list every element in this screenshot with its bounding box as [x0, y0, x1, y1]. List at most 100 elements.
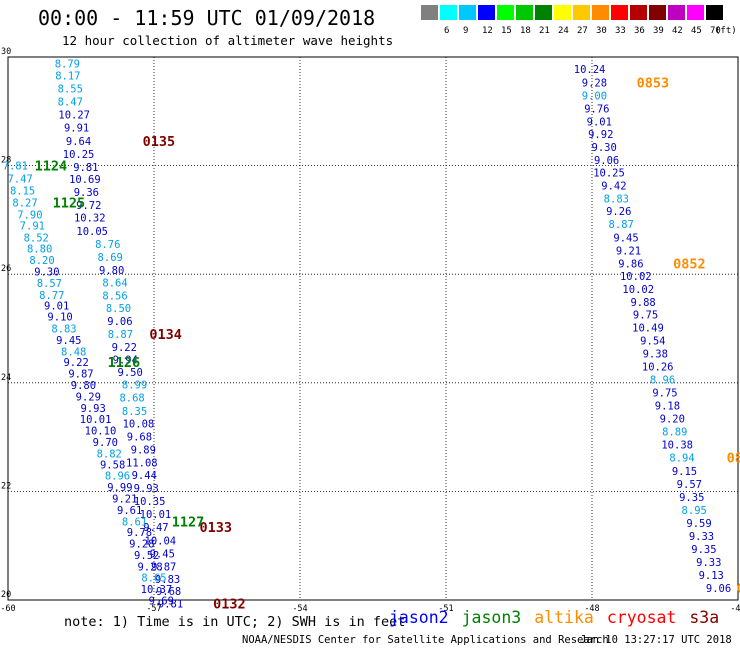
wave-height-value: 8.76 [95, 239, 120, 251]
scale-label: 42 [672, 26, 683, 36]
wave-height-value: 8.87 [108, 329, 133, 341]
lon-tick-label: -54 [292, 604, 307, 614]
wave-height-value: 9.15 [672, 466, 697, 478]
wave-height-value: 9.87 [68, 369, 93, 381]
wave-height-value: 8.96 [650, 375, 675, 387]
wave-height-value: 9.22 [63, 357, 88, 369]
lat-tick-label: 28 [1, 156, 11, 166]
wave-height-value: 9.91 [64, 123, 89, 135]
wave-height-value: 10.37 [141, 584, 173, 596]
pass-time-label: 1126 [108, 355, 141, 371]
wave-height-value: 9.00 [582, 91, 607, 103]
wave-height-value: 9.81 [73, 162, 98, 174]
wave-height-value: 8.17 [55, 70, 80, 82]
scale-swatch [706, 5, 723, 20]
lon-tick-label: -60 [0, 604, 15, 614]
timestamp: Jan 10 13:27:17 UTC 2018 [580, 634, 732, 646]
scale-label: 45 [691, 26, 702, 36]
pass-time-label: 0133 [200, 520, 233, 536]
wave-height-value: 9.06 [706, 583, 731, 595]
wave-height-value: 8.47 [58, 97, 83, 109]
scale-label: 33 [615, 26, 626, 36]
track-altika: 10.249.289.009.769.019.929.309.0610.259.… [574, 64, 740, 597]
footnote: note: 1) Time is in UTC; 2) SWH is in fe… [64, 614, 406, 630]
wave-height-value: 10.01 [80, 414, 112, 426]
wave-height-value: 9.35 [679, 492, 704, 504]
scale-label: 9 [463, 26, 469, 36]
wave-height-value: 9.13 [699, 570, 724, 582]
wave-height-value: 8.79 [55, 59, 80, 71]
wave-height-value: 9.28 [137, 561, 162, 573]
wave-height-value: 9.87 [151, 561, 176, 573]
wave-height-value: 8.35 [122, 406, 147, 418]
wave-height-value: 10.26 [642, 362, 674, 374]
wave-height-value: 9.01 [587, 117, 612, 129]
scale-label: 24 [558, 26, 569, 36]
scale-swatch [630, 5, 647, 20]
pass-time-label: 0852 [673, 256, 706, 272]
wave-height-value: 9.93 [81, 403, 106, 415]
wave-height-value: 8.50 [106, 303, 131, 315]
lat-tick-label: 30 [1, 47, 11, 57]
wave-height-value: 9.83 [155, 574, 180, 586]
wave-height-value: 8.52 [24, 232, 49, 244]
map-title: 00:00 - 11:59 UTC 01/09/2018 [38, 6, 376, 30]
wave-height-value: 9.33 [696, 557, 721, 569]
wave-height-value: 10.10 [85, 426, 117, 438]
wave-height-value: 8.64 [102, 277, 127, 289]
wave-height-value: 9.76 [584, 104, 609, 116]
wave-height-value: 9.75 [633, 309, 658, 321]
wave-height-value: 9.22 [112, 342, 137, 354]
wave-height-value: 10.02 [622, 284, 654, 296]
wave-height-value: 9.89 [131, 445, 156, 457]
lat-tick-label: 24 [1, 373, 11, 383]
wave-height-value: 8.57 [37, 278, 62, 290]
map-gridlines [8, 57, 738, 600]
scale-label: 27 [577, 26, 588, 36]
lon-tick-label: -45 [730, 604, 740, 614]
wave-height-value: 9.10 [47, 312, 72, 324]
wave-height-value: 7.91 [20, 220, 45, 232]
wave-height-value: 10.38 [661, 440, 693, 452]
scale-swatch [649, 5, 666, 20]
wave-height-value: 9.28 [582, 78, 607, 90]
lat-tick-label: 22 [1, 481, 11, 491]
pass-time-label: 1127 [172, 514, 205, 530]
wave-height-value: 9.92 [588, 129, 613, 141]
wave-height-value: 10.01 [140, 509, 172, 521]
scale-swatch [592, 5, 609, 20]
wave-height-value: 9.99 [107, 482, 132, 494]
satellite-legend-cryosat: cryosat [606, 608, 677, 627]
wave-height-value: 8.65 [141, 573, 166, 585]
pass-time-label: C [736, 581, 740, 597]
wave-height-value: 10.04 [145, 535, 177, 547]
wave-height-value: 8.94 [669, 453, 694, 465]
wave-height-value: 8.61 [122, 516, 147, 528]
wave-height-value: 9.45 [613, 232, 638, 244]
wave-height-value: 10.08 [123, 419, 155, 431]
wave-height-value: 8.82 [97, 448, 122, 460]
wave-height-value: 9.21 [112, 493, 137, 505]
wave-height-value: 8.83 [604, 194, 629, 206]
wave-height-value: 9.72 [76, 200, 101, 212]
wave-height-value: 9.36 [74, 187, 99, 199]
wave-height-value: 9.88 [630, 297, 655, 309]
scale-unit: (ft) [715, 26, 737, 36]
satellite-legend: jason2 jason3 altika cryosat s3a [389, 608, 732, 627]
scale-label: 21 [539, 26, 550, 36]
scale-swatch [478, 5, 495, 20]
map-subtitle: 12 hour collection of altimeter wave hei… [62, 33, 394, 48]
wave-height-value: 11.08 [126, 458, 158, 470]
scale-swatch [535, 5, 552, 20]
scale-swatch [573, 5, 590, 20]
pass-time-label: 0132 [213, 596, 246, 612]
wave-height-value: 8.96 [105, 471, 130, 483]
map-frame [7, 56, 739, 601]
scale-label: 6 [444, 26, 450, 36]
wave-height-value: 9.26 [606, 206, 631, 218]
wave-height-value: 9.68 [127, 432, 152, 444]
wave-height-value: 8.20 [29, 255, 54, 267]
wave-height-value: 9.69 [149, 596, 174, 608]
scale-swatch [516, 5, 533, 20]
scale-label: 30 [596, 26, 607, 36]
